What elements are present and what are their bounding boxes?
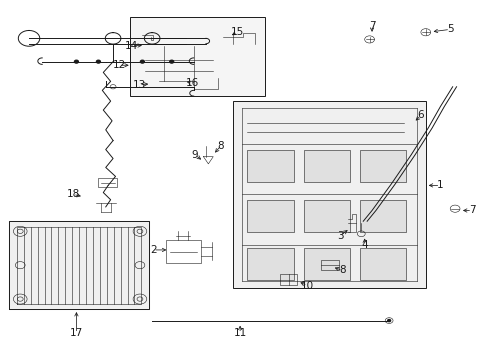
Polygon shape [9,221,149,309]
Bar [360,248,406,280]
Bar [247,248,294,280]
Bar [130,17,265,96]
Text: 16: 16 [186,78,199,88]
Text: 17: 17 [70,328,83,338]
Text: 13: 13 [132,80,146,90]
Bar [304,200,350,232]
Bar [166,240,201,263]
Text: 15: 15 [231,27,245,37]
Bar [321,260,339,270]
Bar [304,149,350,182]
Circle shape [170,60,173,63]
Text: 1: 1 [437,180,444,190]
Text: 3: 3 [337,231,343,240]
Bar [247,149,294,182]
Text: 5: 5 [447,24,454,35]
Bar [304,248,350,280]
Text: 6: 6 [417,111,424,121]
Text: 18: 18 [66,189,80,199]
Text: 10: 10 [301,281,314,291]
Circle shape [74,60,78,63]
Text: 8: 8 [217,141,224,151]
Circle shape [97,60,100,63]
Text: 9: 9 [192,150,198,160]
Bar [280,274,297,285]
Text: 11: 11 [234,328,247,338]
Circle shape [388,319,391,321]
Text: 14: 14 [125,41,138,50]
Bar [360,200,406,232]
Text: 12: 12 [112,60,125,70]
Text: 7: 7 [469,206,475,216]
Text: 4: 4 [362,239,368,249]
Circle shape [141,60,145,63]
Bar [360,149,406,182]
Text: 7: 7 [369,21,375,31]
Bar [247,200,294,232]
Bar [98,178,117,187]
FancyBboxPatch shape [233,101,426,288]
Text: 2: 2 [150,245,156,255]
Text: 8: 8 [340,265,346,275]
